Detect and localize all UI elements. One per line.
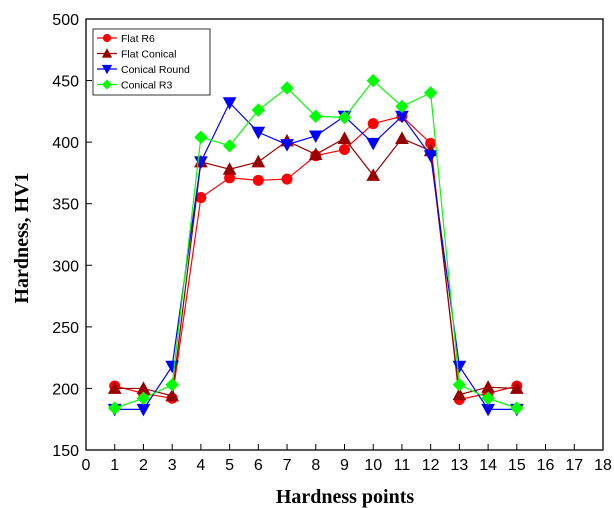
legend-item: Conical Round — [97, 64, 190, 76]
legend-label: Flat R6 — [121, 33, 155, 45]
data-point — [251, 154, 266, 168]
axes: 0 1 2 3 4 5 6 7 8 9 10 11 12 13 14 15 16 17 18150200250300… — [52, 12, 612, 474]
x-axis-title: Hardness points — [276, 486, 415, 508]
data-point — [481, 391, 495, 405]
data-point — [452, 387, 467, 401]
x-tick-label: 9 — [340, 457, 349, 474]
x-tick-label: 6 — [254, 457, 263, 474]
y-tick-label: 250 — [52, 320, 79, 337]
legend-marker — [101, 64, 113, 75]
data-point — [395, 99, 409, 114]
y-tick-label: 350 — [52, 197, 79, 214]
series-1 — [107, 131, 524, 402]
data-point — [337, 110, 352, 125]
data-point — [366, 73, 380, 88]
x-tick-label: 10 — [364, 457, 382, 474]
data-point — [222, 139, 237, 153]
data-point — [510, 401, 524, 415]
y-tick-label: 300 — [52, 258, 79, 275]
x-tick-label: 18 — [594, 457, 612, 474]
data-point — [281, 173, 293, 185]
legend-marker — [101, 79, 113, 90]
x-tick-label: 8 — [311, 457, 320, 474]
x-tick-label: 17 — [565, 457, 583, 474]
data-point — [280, 139, 294, 152]
data-point — [107, 381, 122, 394]
legend: Flat R6 Flat Conical Conical Round Conical … — [92, 28, 211, 96]
series-line — [114, 79, 518, 409]
y-tick-label: 150 — [52, 443, 79, 460]
data-point — [366, 137, 381, 151]
data-point — [252, 174, 264, 186]
y-tick-label: 450 — [52, 74, 79, 91]
data-point — [509, 381, 524, 394]
data-point — [280, 81, 294, 95]
data-point — [481, 380, 495, 393]
data-point — [222, 162, 237, 175]
data-point — [308, 130, 323, 144]
series-2 — [107, 97, 524, 417]
data-point — [308, 147, 323, 160]
data-point — [136, 391, 151, 405]
data-point — [251, 126, 266, 140]
series-layer — [107, 73, 524, 417]
data-point — [452, 378, 467, 392]
data-point — [367, 118, 379, 130]
data-point — [309, 109, 323, 123]
legend-item: Flat Conical — [97, 48, 176, 61]
data-point — [423, 150, 438, 163]
series-3 — [108, 73, 524, 415]
data-point — [165, 378, 179, 392]
data-point — [452, 360, 467, 374]
x-tick-label: 4 — [196, 457, 205, 474]
legend-label: Flat Conical — [121, 49, 176, 61]
y-tick-label: 400 — [52, 135, 79, 152]
x-tick-label: 11 — [394, 457, 411, 474]
y-tick-label: 500 — [52, 12, 79, 29]
data-point — [366, 168, 381, 181]
x-tick-label: 3 — [168, 457, 177, 474]
data-point — [165, 388, 180, 402]
x-tick-label: 5 — [225, 457, 234, 474]
x-tick-label: 14 — [479, 457, 497, 474]
x-tick-label: 15 — [508, 457, 526, 474]
legend-marker — [101, 48, 113, 58]
legend-marker — [102, 33, 112, 43]
data-point — [194, 130, 208, 144]
data-point — [395, 131, 409, 144]
data-point — [222, 97, 237, 110]
x-tick-label: 0 — [82, 457, 91, 474]
data-point — [108, 401, 122, 415]
legend-label: Conical R3 — [121, 80, 173, 92]
x-tick-label: 2 — [139, 457, 148, 474]
legend-label: Conical Round — [121, 64, 190, 76]
x-tick-label: 1 — [110, 457, 119, 474]
data-point — [339, 144, 350, 156]
legend-item: Conical R3 — [97, 79, 173, 92]
y-axis-title: Hardness, HV1 — [11, 172, 33, 303]
data-point — [423, 86, 438, 100]
x-tick-label: 13 — [450, 457, 468, 474]
x-tick-label: 16 — [537, 457, 555, 474]
x-tick-label: 7 — [283, 457, 292, 474]
legend-item: Flat R6 — [97, 33, 155, 45]
x-tick-label: 12 — [422, 457, 440, 474]
data-point — [337, 131, 352, 144]
data-point — [251, 103, 266, 117]
y-tick-label: 200 — [52, 381, 79, 398]
